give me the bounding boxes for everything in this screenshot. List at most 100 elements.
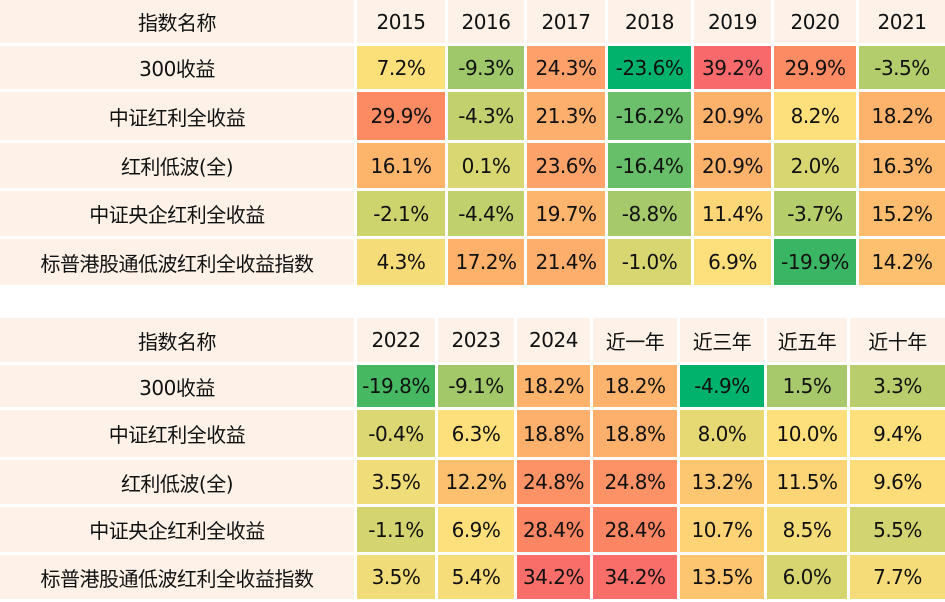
table-row: 标普港股通低波红利全收益指数 3.5% 5.4% 34.2% 34.2% 13.5% 6.0… xyxy=(0,555,945,602)
header-row: 指数名称 2022 2023 2024 近一年 近三年 近五年 近十年 xyxy=(0,318,945,365)
header-period: 近一年 xyxy=(593,318,680,365)
table-row: 中证红利全收益 29.9% -4.3% 21.3% -16.2% 20.9% 8.2% 18.… xyxy=(0,92,945,143)
table-row: 中证红利全收益 -0.4% 6.3% 18.8% 18.8% 8.0% 10.0% 9.4% xyxy=(0,410,945,460)
return-value-cell: 6.0% xyxy=(767,555,850,602)
return-value-cell: 0.1% xyxy=(448,143,527,191)
return-value-cell: 19.7% xyxy=(527,191,608,239)
return-value-cell: -9.3% xyxy=(448,46,527,92)
return-value-cell: 18.2% xyxy=(517,365,593,410)
return-value-cell: -1.1% xyxy=(357,507,438,555)
return-value-cell: -19.8% xyxy=(357,365,438,410)
return-value-cell: 11.5% xyxy=(767,460,850,507)
return-value-cell: 7.2% xyxy=(357,46,448,92)
index-name-cell: 红利低波(全) xyxy=(0,460,357,507)
return-value-cell: 34.2% xyxy=(517,555,593,602)
return-value-cell: 3.3% xyxy=(850,365,945,410)
table-row: 中证央企红利全收益 -2.1% -4.4% 19.7% -8.8% 11.4% -3.7% 1… xyxy=(0,191,945,239)
return-value-cell: -19.9% xyxy=(774,239,859,288)
return-value-cell: 21.3% xyxy=(527,92,608,143)
table-row: 红利低波(全) 3.5% 12.2% 24.8% 24.8% 13.2% 11.5% 9.6% xyxy=(0,460,945,507)
return-value-cell: 18.8% xyxy=(517,410,593,460)
return-value-cell: 34.2% xyxy=(593,555,680,602)
index-name-cell: 300收益 xyxy=(0,365,357,410)
header-period: 2015 xyxy=(357,0,448,46)
return-value-cell: 18.2% xyxy=(593,365,680,410)
return-value-cell: 1.5% xyxy=(767,365,850,410)
index-name-cell: 中证红利全收益 xyxy=(0,410,357,460)
index-name-cell: 红利低波(全) xyxy=(0,143,357,191)
index-name-cell: 标普港股通低波红利全收益指数 xyxy=(0,239,357,288)
header-period: 近十年 xyxy=(850,318,945,365)
return-value-cell: 5.5% xyxy=(850,507,945,555)
return-value-cell: -0.4% xyxy=(357,410,438,460)
return-value-cell: 24.8% xyxy=(517,460,593,507)
return-value-cell: 3.5% xyxy=(357,555,438,602)
return-value-cell: -3.5% xyxy=(859,46,945,92)
return-value-cell: 8.2% xyxy=(774,92,859,143)
return-value-cell: 8.0% xyxy=(680,410,767,460)
return-value-cell: 5.4% xyxy=(438,555,517,602)
return-value-cell: 2.0% xyxy=(774,143,859,191)
return-value-cell: 16.1% xyxy=(357,143,448,191)
return-value-cell: 9.4% xyxy=(850,410,945,460)
table-row: 标普港股通低波红利全收益指数 4.3% 17.2% 21.4% -1.0% 6.9% -19… xyxy=(0,239,945,288)
header-period: 2019 xyxy=(694,0,774,46)
table-row: 红利低波(全) 16.1% 0.1% 23.6% -16.4% 20.9% 2.0% 16.3… xyxy=(0,143,945,191)
header-index-name: 指数名称 xyxy=(0,0,357,46)
return-value-cell: 10.7% xyxy=(680,507,767,555)
return-value-cell: 6.3% xyxy=(438,410,517,460)
return-value-cell: 14.2% xyxy=(859,239,945,288)
return-value-cell: 9.6% xyxy=(850,460,945,507)
header-index-name: 指数名称 xyxy=(0,318,357,365)
return-value-cell: 6.9% xyxy=(694,239,774,288)
index-name-cell: 标普港股通低波红利全收益指数 xyxy=(0,555,357,602)
return-value-cell: 21.4% xyxy=(527,239,608,288)
return-value-cell: 16.3% xyxy=(859,143,945,191)
annual-returns-table-2022-10y: 指数名称 2022 2023 2024 近一年 近三年 近五年 近十年 300收益 -19.8%… xyxy=(0,318,945,602)
return-value-cell: 18.8% xyxy=(593,410,680,460)
return-value-cell: 18.2% xyxy=(859,92,945,143)
return-value-cell: 4.3% xyxy=(357,239,448,288)
header-period: 2020 xyxy=(774,0,859,46)
return-value-cell: -4.9% xyxy=(680,365,767,410)
return-value-cell: 24.3% xyxy=(527,46,608,92)
return-value-cell: 17.2% xyxy=(448,239,527,288)
index-name-cell: 中证央企红利全收益 xyxy=(0,191,357,239)
return-value-cell: 29.9% xyxy=(774,46,859,92)
header-period: 2016 xyxy=(448,0,527,46)
return-value-cell: -3.7% xyxy=(774,191,859,239)
return-value-cell: -9.1% xyxy=(438,365,517,410)
return-value-cell: 24.8% xyxy=(593,460,680,507)
return-value-cell: 10.0% xyxy=(767,410,850,460)
return-value-cell: 15.2% xyxy=(859,191,945,239)
table-row: 300收益 7.2% -9.3% 24.3% -23.6% 39.2% 29.9% -3.5% xyxy=(0,46,945,92)
return-value-cell: 11.4% xyxy=(694,191,774,239)
header-period: 2018 xyxy=(608,0,694,46)
return-value-cell: 13.2% xyxy=(680,460,767,507)
header-period: 2017 xyxy=(527,0,608,46)
return-value-cell: -1.0% xyxy=(608,239,694,288)
header-period: 近五年 xyxy=(767,318,850,365)
return-value-cell: 6.9% xyxy=(438,507,517,555)
return-value-cell: 28.4% xyxy=(593,507,680,555)
return-value-cell: -8.8% xyxy=(608,191,694,239)
return-value-cell: 7.7% xyxy=(850,555,945,602)
return-value-cell: 28.4% xyxy=(517,507,593,555)
return-value-cell: 39.2% xyxy=(694,46,774,92)
return-value-cell: -16.2% xyxy=(608,92,694,143)
index-name-cell: 中证红利全收益 xyxy=(0,92,357,143)
return-value-cell: 13.5% xyxy=(680,555,767,602)
table-row: 300收益 -19.8% -9.1% 18.2% 18.2% -4.9% 1.5% 3.3% xyxy=(0,365,945,410)
return-value-cell: 20.9% xyxy=(694,143,774,191)
header-period: 2021 xyxy=(859,0,945,46)
return-value-cell: 23.6% xyxy=(527,143,608,191)
header-period: 2023 xyxy=(438,318,517,365)
annual-returns-table-2015-2021: 指数名称 2015 2016 2017 2018 2019 2020 2021 300收益 7.… xyxy=(0,0,945,288)
return-value-cell: 3.5% xyxy=(357,460,438,507)
index-name-cell: 中证央企红利全收益 xyxy=(0,507,357,555)
return-value-cell: 20.9% xyxy=(694,92,774,143)
return-value-cell: -23.6% xyxy=(608,46,694,92)
index-name-cell: 300收益 xyxy=(0,46,357,92)
header-period: 近三年 xyxy=(680,318,767,365)
return-value-cell: -2.1% xyxy=(357,191,448,239)
